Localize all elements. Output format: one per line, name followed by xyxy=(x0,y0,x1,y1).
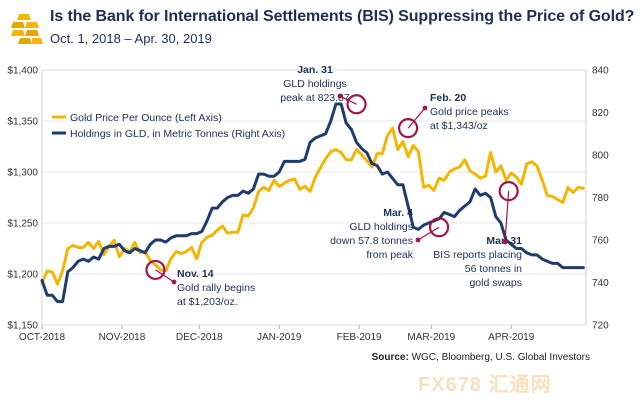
annotation-date-nov14: Nov. 14 xyxy=(177,268,214,280)
annotation-text-mar4-3: from peak xyxy=(366,249,413,261)
y-left-tick-label: $1,400 xyxy=(7,66,38,77)
annotation-dot-jan31 xyxy=(337,93,343,99)
annotation-text-jan31-1: GLD holdings xyxy=(283,78,347,90)
annotation-date-jan31: Jan. 31 xyxy=(297,64,333,76)
y-left-tick-label: $1,150 xyxy=(7,321,38,332)
y-left-tick-label: $1,250 xyxy=(7,219,38,230)
annotations: Nov. 14 Gold rally begins at $1,203/oz. … xyxy=(177,64,522,308)
y-right-tick-label: 740 xyxy=(592,278,609,289)
source-note: Source: WGC, Bloomberg, U.S. Global Inve… xyxy=(372,352,590,363)
x-tick-label: APR-2019 xyxy=(488,332,535,343)
x-tick-label: JAN-2019 xyxy=(257,332,302,343)
y-right-tick-label: 800 xyxy=(592,151,609,162)
y-right-tick-label: 840 xyxy=(592,66,609,77)
x-tick-label: NOV-2018 xyxy=(99,332,146,343)
gold-bars-icon xyxy=(11,14,43,44)
annotation-date-mar4: Mar. 4 xyxy=(383,207,413,219)
source-text: WGC, Bloomberg, U.S. Global Investors xyxy=(411,352,590,363)
legend-label-gld: Holdings in GLD, in Metric Tonnes (Right… xyxy=(70,128,285,140)
x-tick-label: MAR-2019 xyxy=(407,332,455,343)
annotation-circle-jan31 xyxy=(346,94,367,115)
annotation-circle-mar4 xyxy=(428,217,450,238)
annotation-circle-nov14 xyxy=(145,259,166,281)
annotation-text-mar4-1: GLD holdings xyxy=(349,221,413,233)
annotation-dot-mar4 xyxy=(415,237,421,243)
legend-label-gold: Gold Price Per Ounce (Left Axis) xyxy=(70,112,222,124)
annotation-dot-mar31 xyxy=(502,239,508,245)
annotation-dot-nov14 xyxy=(171,279,177,285)
annotation-leader-feb20 xyxy=(407,107,426,129)
annotation-leader-mar4 xyxy=(417,226,440,241)
y-left-tick-label: $1,200 xyxy=(7,270,38,281)
y-right-tick-label: 760 xyxy=(592,236,609,247)
annotation-circle-mar31 xyxy=(498,181,519,202)
x-tick-label: DEC-2018 xyxy=(176,332,223,343)
annotation-text-nov14-1: Gold rally begins xyxy=(177,282,255,294)
page-subtitle: Oct. 1, 2018 – Apr. 30, 2019 xyxy=(50,31,212,46)
y-axis-right: 720 740 760 780 800 820 840 xyxy=(592,66,609,332)
y-left-tick-label: $1,300 xyxy=(7,168,38,179)
header: Is the Bank for International Settlement… xyxy=(0,0,640,62)
annotation-text-mar31-3: gold swaps xyxy=(469,277,522,289)
y-right-tick-label: 780 xyxy=(592,193,609,204)
y-right-tick-label: 720 xyxy=(592,321,609,332)
x-axis: OCT-2018 NOV-2018 DEC-2018 JAN-2019 FEB-2019… xyxy=(19,325,535,343)
y-right-tick-label: 820 xyxy=(592,108,609,119)
legend: Gold Price Per Ounce (Left Axis) Holding… xyxy=(52,112,285,140)
annotation-dot-feb20 xyxy=(422,105,428,111)
annotation-text-mar4-2: down 57.8 tonnes xyxy=(330,235,413,247)
annotation-text-feb20-1: Gold price peaks xyxy=(430,106,509,118)
annotation-text-mar31-1: BIS reports placing xyxy=(433,249,522,261)
y-axis-left: $1,150 $1,200 $1,250 $1,300 $1,350 $1,400 xyxy=(7,66,38,332)
annotation-leader-nov14 xyxy=(155,269,175,283)
annotation-date-feb20: Feb. 20 xyxy=(430,92,466,104)
y-left-tick-label: $1,350 xyxy=(7,117,38,128)
annotation-markers xyxy=(145,93,519,285)
watermark: FX678 汇通网 xyxy=(418,374,552,396)
annotation-text-mar31-2: 56 tonnes in xyxy=(465,263,522,275)
x-tick-label: FEB-2019 xyxy=(337,332,382,343)
annotation-text-feb20-2: at $1,343/oz xyxy=(430,120,488,132)
series-line-gold-price xyxy=(40,126,585,286)
annotation-circle-feb20 xyxy=(398,118,419,139)
annotation-text-jan31-2: peak at 823.87 xyxy=(280,92,350,104)
annotation-text-nov14-2: at $1,203/oz. xyxy=(177,296,238,308)
series-line-gld-holdings xyxy=(40,102,585,304)
x-tick-label: OCT-2018 xyxy=(19,332,66,343)
page-title: Is the Bank for International Settlement… xyxy=(50,8,635,25)
series-group xyxy=(40,102,585,304)
source-label: Source: xyxy=(371,352,409,363)
